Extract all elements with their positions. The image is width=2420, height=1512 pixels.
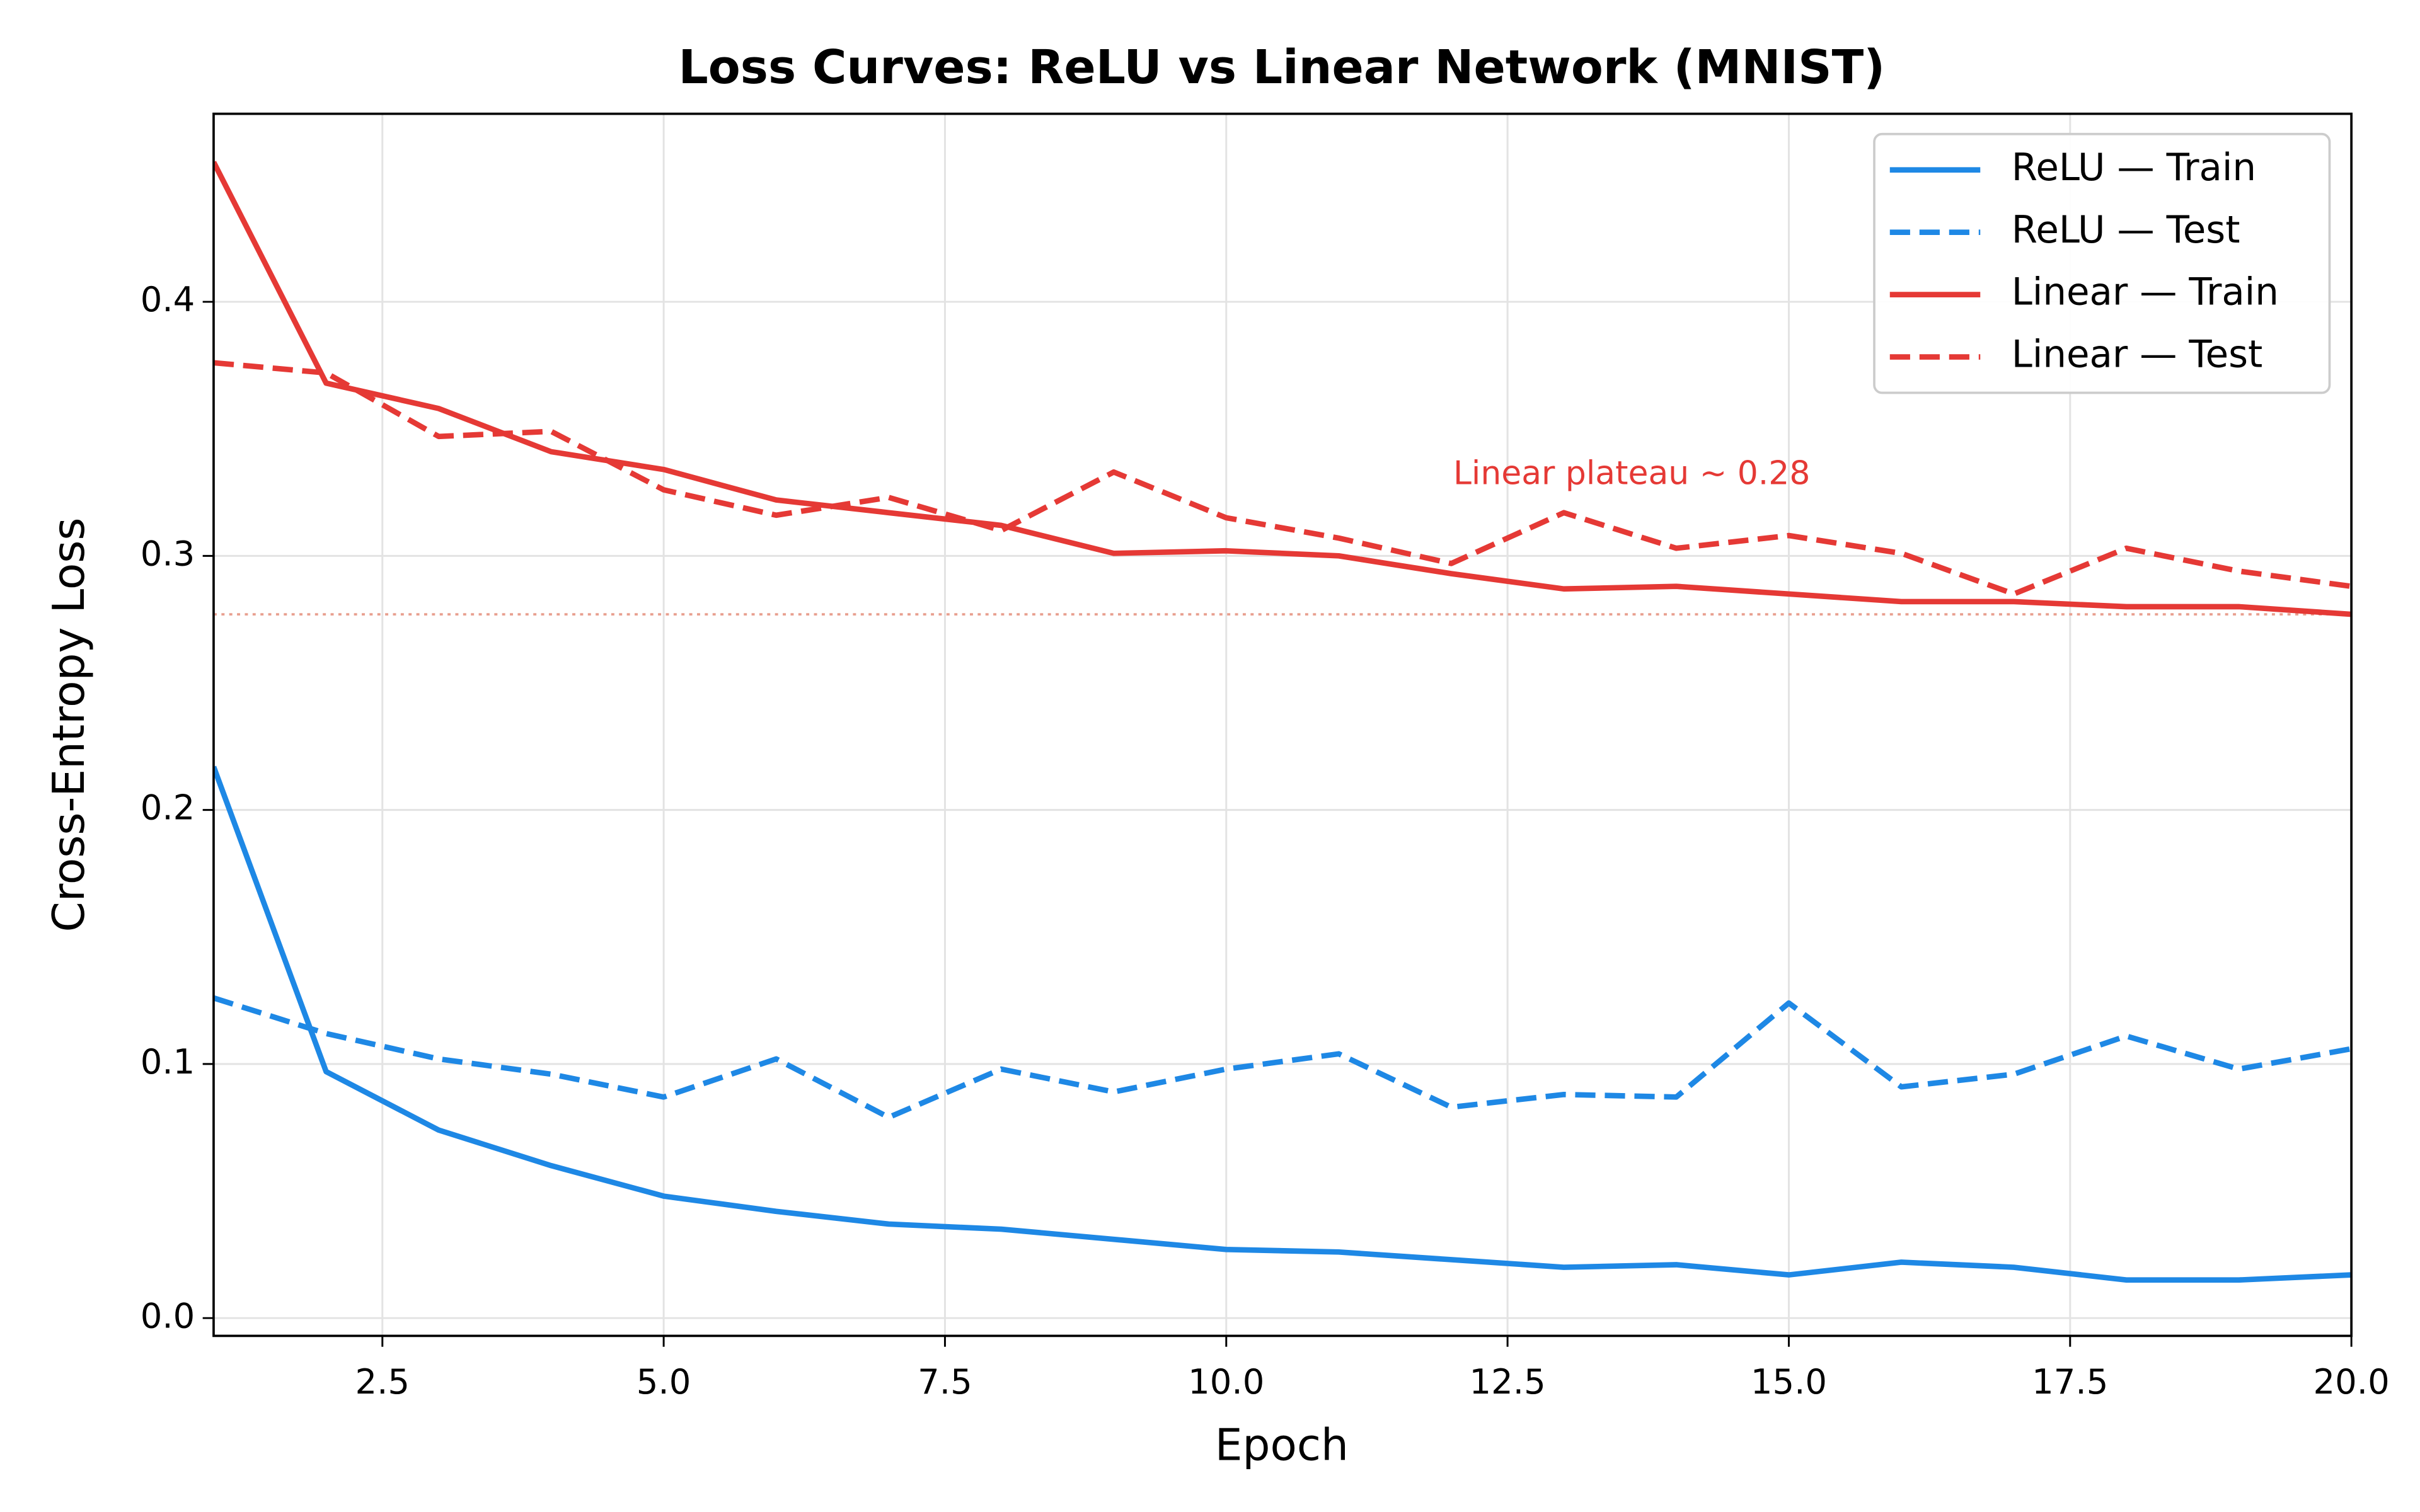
x-tick-label: 2.5 [355, 1361, 410, 1402]
y-tick-label: 0.4 [141, 279, 195, 319]
x-tick-label: 5.0 [637, 1361, 691, 1402]
y-tick-label: 0.1 [141, 1041, 195, 1082]
chart-title: Loss Curves: ReLU vs Linear Network (MNI… [678, 40, 1885, 94]
legend-box [1873, 132, 2331, 394]
series-line [213, 360, 2352, 597]
series-line [213, 995, 2352, 1120]
x-tick-label: 15.0 [1751, 1361, 1827, 1402]
y-tick-label: 0.3 [141, 533, 195, 573]
plot-frame [212, 112, 2353, 1337]
series-line [213, 765, 2352, 1283]
legend-label: ReLU — Train [2012, 146, 2256, 190]
y-axis-label: Cross-Entropy Loss [44, 518, 95, 932]
x-tick-label: 20.0 [2313, 1361, 2390, 1402]
x-tick-label: 12.5 [1470, 1361, 1546, 1402]
y-tick-label: 0.2 [141, 788, 195, 828]
x-tick-label: 17.5 [2032, 1361, 2108, 1402]
legend-label: Linear — Test [2012, 333, 2263, 377]
legend-label: Linear — Train [2012, 271, 2279, 314]
y-tick-label: 0.0 [141, 1295, 195, 1336]
x-axis-label: Epoch [1215, 1421, 1349, 1471]
legend-label: ReLU — Test [2012, 209, 2240, 252]
x-tick-label: 7.5 [918, 1361, 972, 1402]
annotation: Linear plateau ~ 0.28 [1453, 455, 1810, 493]
series-line [213, 161, 2352, 617]
x-tick-label: 10.0 [1188, 1361, 1264, 1402]
